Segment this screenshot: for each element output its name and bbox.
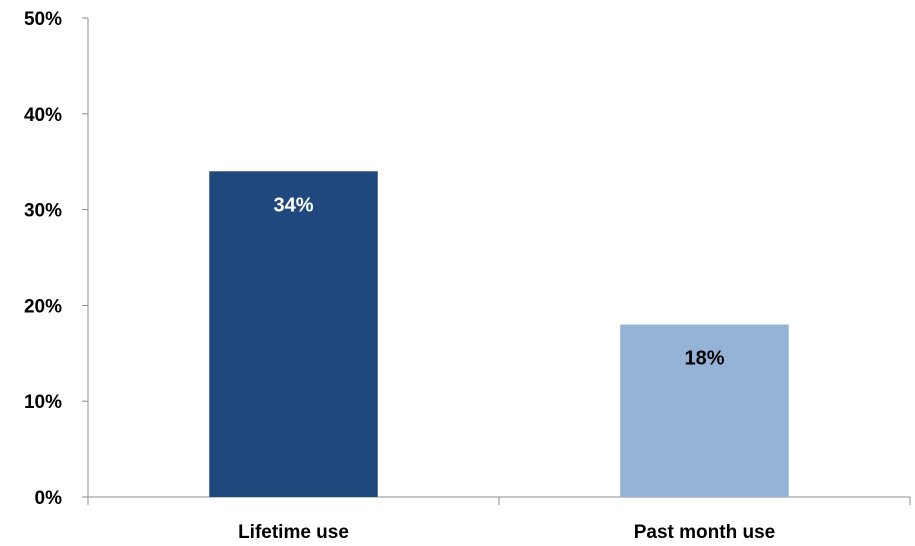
x-category-label: Past month use [634,522,775,543]
bar-data-label: 18% [684,348,724,370]
y-tick-label: 10% [24,392,62,413]
bar [209,171,378,497]
bar [620,324,789,497]
y-tick-label: 30% [24,201,62,222]
y-tick-label: 0% [35,488,63,509]
y-tick-label: 20% [24,296,62,317]
x-category-label: Lifetime use [238,522,349,543]
y-tick-label: 40% [24,105,62,126]
y-tick-label: 50% [24,9,62,30]
bar-data-label: 34% [273,194,313,216]
labels: 34% Lifetime use 18% Past month use [238,194,775,543]
bars [209,171,789,497]
